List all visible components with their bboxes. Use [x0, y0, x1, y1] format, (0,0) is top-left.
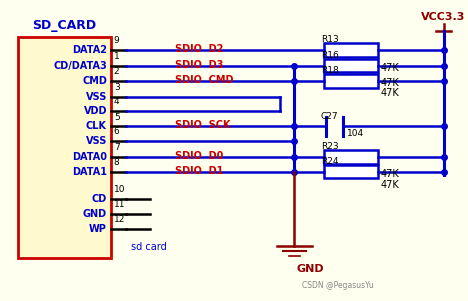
Text: 8: 8 — [114, 158, 120, 167]
Text: 1: 1 — [114, 52, 120, 61]
Text: 47K: 47K — [381, 63, 400, 73]
Text: 104: 104 — [347, 129, 365, 138]
Text: SDIO  D0: SDIO D0 — [175, 151, 223, 161]
Text: 7: 7 — [114, 143, 120, 152]
Text: GND: GND — [83, 209, 107, 219]
Text: R18: R18 — [321, 67, 339, 76]
Text: 9: 9 — [114, 36, 120, 45]
Text: 11: 11 — [114, 200, 125, 209]
Text: CD: CD — [92, 194, 107, 204]
Text: SDIO  D1: SDIO D1 — [175, 166, 223, 175]
Text: SDIO  SCK: SDIO SCK — [175, 120, 230, 130]
Text: 47K: 47K — [381, 169, 400, 178]
Text: SDIO  CMD: SDIO CMD — [175, 75, 233, 85]
Text: R13: R13 — [321, 35, 339, 44]
Text: CD/DATA3: CD/DATA3 — [53, 61, 107, 71]
Bar — [18, 37, 111, 258]
Text: CMD: CMD — [82, 76, 107, 86]
Text: VCC3.3: VCC3.3 — [421, 12, 466, 23]
Bar — [324, 150, 378, 164]
Bar — [324, 59, 378, 73]
Text: 12: 12 — [114, 215, 125, 224]
Text: DATA0: DATA0 — [72, 152, 107, 162]
Text: VSS: VSS — [86, 92, 107, 102]
Text: sd card: sd card — [131, 242, 166, 252]
Text: CLK: CLK — [86, 122, 107, 132]
Text: CSDN @PegasusYu: CSDN @PegasusYu — [302, 281, 374, 290]
Text: VDD: VDD — [83, 106, 107, 116]
Text: 3: 3 — [114, 83, 120, 92]
Bar — [324, 165, 378, 178]
Text: 6: 6 — [114, 127, 120, 136]
Text: 47K: 47K — [381, 180, 400, 190]
Text: VSS: VSS — [86, 136, 107, 146]
Text: 47K: 47K — [381, 78, 400, 88]
Text: WP: WP — [89, 224, 107, 234]
Text: 4: 4 — [114, 97, 119, 106]
Text: 10: 10 — [114, 185, 125, 194]
Text: R24: R24 — [321, 157, 338, 166]
Text: R16: R16 — [321, 51, 339, 60]
Bar — [324, 43, 378, 57]
Text: 5: 5 — [114, 113, 120, 122]
Bar — [324, 74, 378, 88]
Text: C27: C27 — [321, 112, 338, 121]
Text: SDIO  D3: SDIO D3 — [175, 60, 223, 70]
Text: SDIO  D2: SDIO D2 — [175, 44, 223, 54]
Text: SD_CARD: SD_CARD — [32, 19, 96, 32]
Text: 47K: 47K — [381, 88, 400, 98]
Text: GND: GND — [296, 264, 324, 274]
Text: DATA1: DATA1 — [72, 166, 107, 177]
Text: DATA2: DATA2 — [72, 45, 107, 55]
Text: 2: 2 — [114, 67, 119, 76]
Text: R23: R23 — [321, 142, 338, 151]
